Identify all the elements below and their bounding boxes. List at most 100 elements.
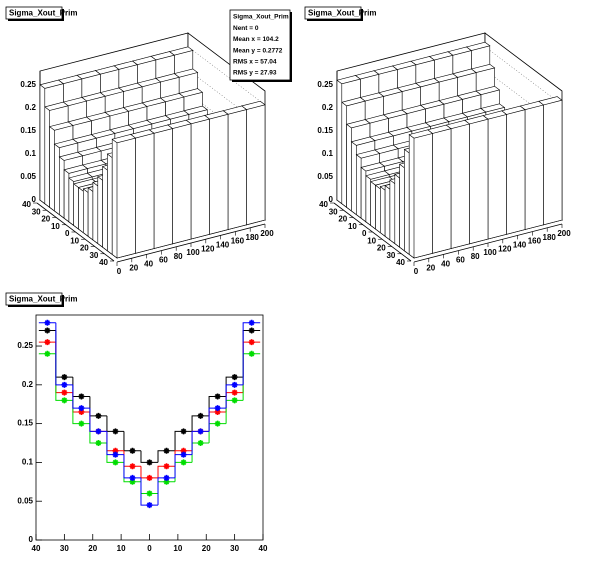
stats-box: [229, 9, 291, 81]
y-tick-label: 10: [348, 222, 357, 231]
z-tick-label: 0.2: [322, 103, 334, 112]
y-tick-label: 40: [319, 200, 328, 209]
x-tick-label: 0: [117, 267, 122, 276]
y-tick-label: 30: [32, 207, 41, 216]
x-tick-label: 120: [201, 244, 215, 253]
marker: [44, 339, 51, 346]
marker: [95, 412, 102, 419]
y-tick-label: 20: [80, 244, 89, 253]
x-tick-label: 40: [259, 544, 268, 553]
x-tick-label: 60: [159, 256, 168, 265]
y-tick-label: 40: [99, 258, 108, 267]
marker: [197, 440, 204, 447]
marker: [129, 447, 136, 454]
x-tick-label: 60: [456, 256, 465, 265]
x-tick-label: 20: [129, 263, 138, 272]
marker: [61, 381, 68, 388]
marker: [78, 405, 85, 412]
stats-entry: Mean y = 0.2772: [233, 47, 283, 54]
z-tick-label: 0.25: [20, 80, 36, 89]
marker: [163, 478, 170, 485]
marker: [248, 327, 255, 334]
z-tick-label: 0.1: [322, 149, 334, 158]
marker: [78, 420, 85, 427]
marker: [180, 428, 187, 435]
marker: [248, 350, 255, 357]
y-tick-label: 0: [65, 229, 70, 238]
marker: [146, 474, 153, 481]
marker: [163, 463, 170, 470]
x-tick-label: 10: [117, 544, 126, 553]
y-tick-label: 0.05: [17, 496, 33, 505]
z-tick-label: 0.05: [317, 172, 333, 181]
y-tick-label: 20: [377, 244, 386, 253]
z-tick-label: 0.1: [25, 149, 37, 158]
y-tick-label: 20: [41, 215, 50, 224]
marker: [163, 474, 170, 481]
x-tick-label: 100: [186, 248, 200, 257]
x-tick-label: 40: [144, 260, 153, 269]
y-tick-label: 0.1: [22, 458, 34, 467]
x-tick-label: 180: [246, 233, 260, 242]
lego-bar: [111, 134, 137, 259]
marker: [112, 451, 119, 458]
stats-entry: Mean x = 104.2: [233, 36, 279, 43]
x-tick-label: 20: [202, 544, 211, 553]
x-tick-label: 140: [513, 241, 527, 250]
marker: [231, 381, 238, 388]
x-tick-label: 0: [147, 544, 152, 553]
title-box: [5, 6, 63, 20]
title-box: [5, 292, 63, 306]
y-tick-label: 0.2: [22, 380, 34, 389]
x-tick-label: 20: [426, 263, 435, 272]
marker: [180, 451, 187, 458]
x-tick-label: 20: [88, 544, 97, 553]
pad-title: Sigma_Xout_Prim: [9, 9, 77, 18]
z-tick-label: 0.2: [25, 103, 37, 112]
stats-entry: Sigma_Xout_Prim: [233, 14, 289, 21]
marker: [129, 463, 136, 470]
marker: [231, 397, 238, 404]
marker: [61, 389, 68, 396]
x-tick-label: 40: [441, 260, 450, 269]
x-tick-label: 30: [60, 544, 69, 553]
stats-entry: RMS y = 27.93: [233, 70, 277, 77]
marker: [78, 408, 85, 415]
y-tick-label: 30: [329, 207, 338, 216]
marker: [146, 502, 153, 509]
y-tick-label: 0: [29, 535, 34, 544]
marker: [231, 374, 238, 381]
marker: [78, 393, 85, 400]
marker: [146, 459, 153, 466]
x-tick-label: 160: [231, 237, 245, 246]
z-tick-label: 0.15: [20, 126, 36, 135]
x-tick-label: 120: [498, 244, 512, 253]
x-tick-label: 0: [414, 267, 419, 276]
lego-bar: [408, 129, 434, 259]
y-tick-label: 40: [396, 258, 405, 267]
marker: [112, 428, 119, 435]
x-tick-label: 140: [216, 241, 230, 250]
x-tick-label: 40: [32, 544, 41, 553]
z-tick-label: 0.25: [317, 80, 333, 89]
z-tick-label: 0.05: [20, 172, 36, 181]
title-box: [304, 6, 362, 20]
marker: [163, 447, 170, 454]
marker: [44, 327, 51, 334]
marker: [180, 459, 187, 466]
x-tick-label: 80: [471, 252, 480, 261]
stats-entry: Nent = 0: [233, 25, 259, 32]
marker: [146, 490, 153, 497]
stats-entry: RMS x = 57.04: [233, 59, 277, 66]
marker: [214, 405, 221, 412]
y-tick-label: 0.25: [17, 341, 33, 350]
marker: [197, 412, 204, 419]
y-tick-label: 0: [362, 229, 367, 238]
marker: [129, 478, 136, 485]
x-tick-label: 180: [543, 233, 557, 242]
y-tick-label: 10: [70, 236, 79, 245]
y-tick-label: 10: [51, 222, 60, 231]
marker: [112, 459, 119, 466]
marker: [180, 447, 187, 454]
